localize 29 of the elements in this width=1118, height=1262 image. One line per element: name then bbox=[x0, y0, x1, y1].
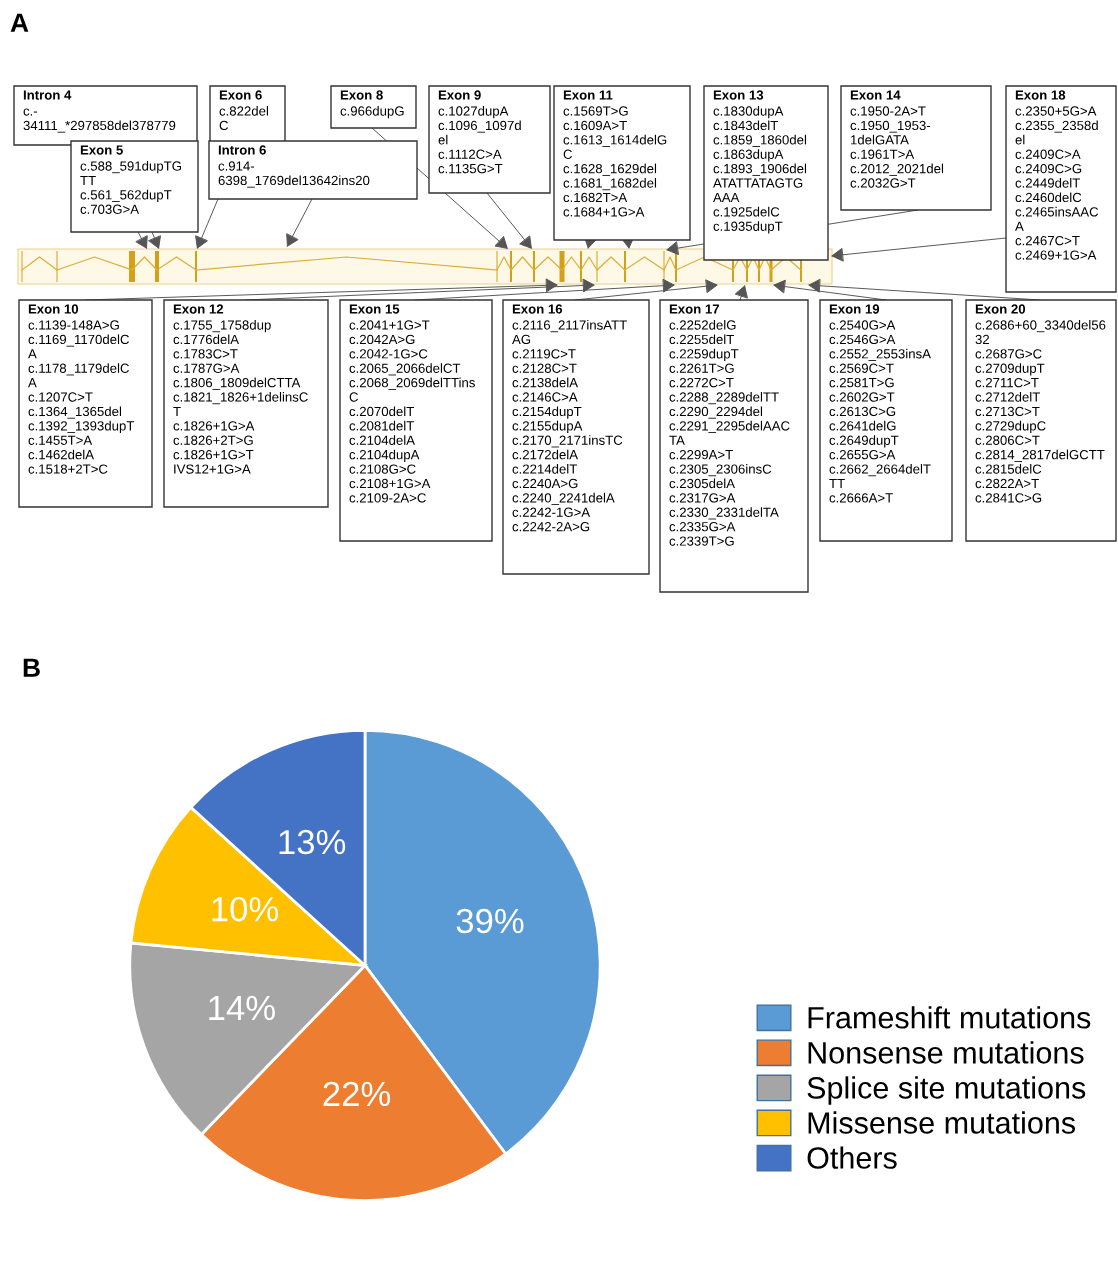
text: Exon 19 c.2540G>A c.2546G>A c.2552_2553insA c.2569C>T c.2581T>G c.2602G>T c.2613C>G c.2641delG c.2649dupT c.2655G>A c.2662_2664delT TT c.2666A>T bbox=[829, 304, 931, 503]
data-label: 39% bbox=[456, 908, 524, 934]
text: Exon 10 c.1139-148A>G c.1169_1170delC A c.1178_1179delC A c.1207C>T c.1364_1365del c.1392_1393dupT c.1455T>A c.1462delA c.1518+2T>C bbox=[28, 304, 135, 474]
text: Exon 14 c.1950-2A>T c.1950_1953- 1delGATA c.1961T>A c.2012_2021del c.2032G>T bbox=[850, 90, 944, 188]
text: Exon 18 c.2350+5G>A c.2355_2358d el c.2409C>A c.2409C>G c.2449delT c.2460delC c.2465insAAC A c.2467C>T c.2469+1G>A bbox=[1015, 90, 1099, 260]
text: Exon 16 c.2116_2117insATT AG c.2119C>T c.2128C>T c.2138delA c.2146C>A c.2154dupT c.2155dupA c.2170_2171insTC c.2172delA c.2214delT c.2240A>G c.2240_2241delA c.2242-1G>A c.2242-2A>G bbox=[512, 304, 627, 532]
chart-title: B bbox=[23, 658, 40, 677]
text: Exon 12 c.1755_1758dup c.1776delA c.1783C>T c.1787G>A c.1806_1809delCTTA c.1821_1826+1delinsC T c.1826+1G>A c.1826+2T>G c.1826+1G>T IVS12+1G>A bbox=[173, 304, 308, 474]
data-label: 22% bbox=[323, 1081, 391, 1107]
text: Exon 11 c.1569T>G c.1609A>T c.1613_1614delG C c.1628_1629del c.1681_1682del c.1682T>A c.1684+1G>A bbox=[563, 90, 667, 217]
data-label: 14% bbox=[209, 995, 275, 1021]
text: Exon 13 c.1830dupA c.1843delT c.1859_1860del c.1863dupA c.1893_1906del ATATTATAGTG AAA c.1925delC c.1935dupT bbox=[713, 90, 807, 234]
legend-label: Others bbox=[807, 1146, 897, 1169]
text: Exon 5 c.588_591dupTG TT c.561_562dupT c.703G>A bbox=[80, 145, 181, 214]
data-label: 10% bbox=[212, 896, 279, 922]
text: Exon 8 c.966dupG bbox=[340, 90, 404, 119]
legend-label: Splice site mutations bbox=[807, 1076, 1086, 1105]
text: Exon 6 c.822del C bbox=[219, 90, 268, 131]
text: Exon 9 c.1027dupA c.1096_1097d el c.1112C>A c.1135G>T bbox=[438, 90, 521, 174]
text: Exon 15 c.2041+1G>T c.2042A>G c.2042-1G>C c.2065_2066delCT c.2068_2069delTTins C c.2070delT c.2081delT c.2104delA c.2104dupA c.2108G>C c.2108+1G>A c.2109-2A>C bbox=[349, 304, 475, 503]
text: Intron 4 c.- 34111_*297858del378779 bbox=[23, 90, 176, 133]
legend-label: Missense mutations bbox=[808, 1111, 1076, 1134]
legend-label: Nonsense mutations bbox=[808, 1041, 1084, 1064]
text: A bbox=[10, 13, 29, 32]
legend-label: Frameshift mutations bbox=[808, 1006, 1091, 1029]
text: Exon 17 c.2252delG c.2255delT c.2259dupT c.2261T>G c.2272C>T c.2288_2289delTT c.2290_2294del c.2291_2295delAAC TA c.2299A>T c.2305_2306insC c.2305delA c.2317G>A c.2330_2331delTA c.2335G>A c.2339T>G bbox=[669, 304, 790, 546]
text: Exon 20 c.2686+60_3340del56 32 c.2687G>C c.2709dupT c.2711C>T c.2712delT c.2713C>T c.2729dupC c.2806C>T c.2814_2817delGCTT c.2815delC c.2822A>T c.2841C>G bbox=[975, 304, 1106, 503]
text: Intron 6 c.914- 6398_1769del13642ins20 bbox=[218, 145, 370, 188]
data-label: 13% bbox=[279, 829, 346, 855]
